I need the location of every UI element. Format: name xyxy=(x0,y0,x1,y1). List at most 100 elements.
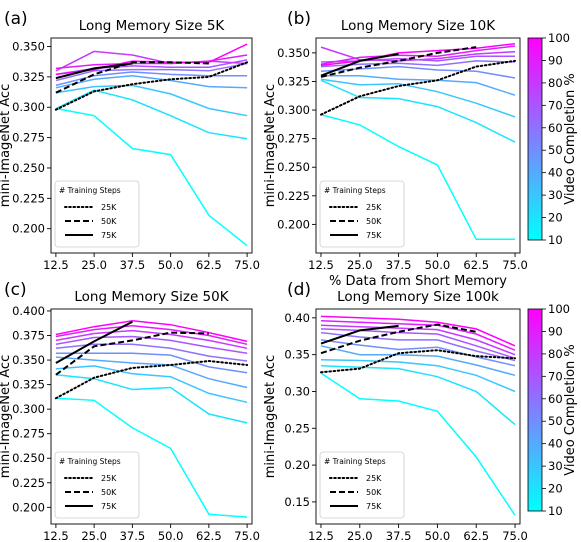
x-tick-label: 75.0 xyxy=(502,529,528,542)
legend-label: 50K xyxy=(101,217,117,226)
series-line-completion-90 xyxy=(320,45,516,66)
legend-title: # Training Steps xyxy=(324,457,386,466)
series-line-completion-50 xyxy=(55,71,248,87)
panel-label: (a) xyxy=(4,9,28,29)
series-line-completion-20 xyxy=(320,364,516,426)
series-line-steps-50K xyxy=(55,61,209,94)
legend-box xyxy=(319,180,405,248)
y-tick-label: 0.200 xyxy=(12,222,45,236)
series-line-steps-50K xyxy=(320,323,477,355)
y-tick-label: 0.200 xyxy=(277,217,310,231)
legend: # Training Steps 25K 50K 75K xyxy=(54,180,140,248)
x-tick-label: 12.5 xyxy=(43,258,69,272)
panel-label: (c) xyxy=(4,280,27,300)
y-tick-label: 0.250 xyxy=(277,160,310,174)
y-tick-label: 0.375 xyxy=(12,329,45,343)
panel-title: Long Memory Size 50K xyxy=(74,289,229,305)
colorbar-tick-label: 100 xyxy=(548,302,570,316)
y-tick-label: 0.350 xyxy=(12,353,45,367)
y-tick-label: 0.200 xyxy=(12,500,45,514)
series-line-completion-50 xyxy=(55,352,248,374)
y-tick-label: 0.350 xyxy=(12,40,45,54)
series-line-completion-20 xyxy=(55,374,248,424)
x-tick-label: 25.0 xyxy=(81,529,107,542)
colorbar-tick-label: 60 xyxy=(548,392,563,406)
y-tick-label: 0.15 xyxy=(284,495,310,509)
colorbar-gradient xyxy=(527,37,543,241)
series-line-steps-75K xyxy=(320,53,399,77)
colorbar-tick-label: 100 xyxy=(548,31,570,45)
colorbar-2: 10 20 30 40 50 60 70 80 90 100 Video Completion % xyxy=(527,302,578,518)
x-tick-label: 37.5 xyxy=(386,529,412,542)
series-line-completion-10 xyxy=(320,113,515,241)
x-tick-label: 12.5 xyxy=(308,258,334,272)
series-line-steps-25K xyxy=(54,61,249,111)
colorbar-tick-label: 90 xyxy=(548,53,563,67)
y-tick-label: 0.35 xyxy=(284,348,310,362)
series-line-completion-100 xyxy=(320,42,516,67)
y-axis-label: mini-ImageNet Acc xyxy=(263,355,278,478)
y-tick-label: 0.225 xyxy=(12,191,45,205)
panel-title: Long Memory Size 10K xyxy=(341,18,496,34)
series-line-completion-90 xyxy=(55,324,248,346)
legend-label: 50K xyxy=(366,488,382,497)
panel-label: (d) xyxy=(287,280,311,300)
series-line-completion-30 xyxy=(55,365,248,404)
x-tick-label: 50.0 xyxy=(158,258,184,272)
x-tick-label: 62.5 xyxy=(196,258,222,272)
series-line-completion-60 xyxy=(320,60,516,68)
series-lines xyxy=(54,320,249,518)
x-tick-label: 50.0 xyxy=(425,258,451,272)
series-line-completion-80 xyxy=(320,46,516,62)
x-tick-label: 75.0 xyxy=(502,258,528,272)
x-tick-label: 25.0 xyxy=(347,529,373,542)
series-line-completion-40 xyxy=(321,74,516,96)
y-tick-label: 0.225 xyxy=(277,189,310,203)
colorbar-tick-label: 30 xyxy=(548,459,563,473)
y-tick-label: 0.400 xyxy=(12,304,45,318)
series-line-completion-60 xyxy=(55,62,248,82)
x-tick-label: 50.0 xyxy=(158,529,184,542)
plot-frame xyxy=(315,37,521,254)
colorbar-tick-label: 50 xyxy=(548,143,563,157)
legend-box xyxy=(54,451,140,519)
colorbar-label: Video Completion % xyxy=(563,73,578,205)
series-line-steps-25K xyxy=(320,349,516,374)
series-line-steps-75K xyxy=(55,62,133,80)
legend-box xyxy=(319,451,405,519)
y-axis-label: mini-ImageNet Acc xyxy=(263,84,278,207)
plot-frame xyxy=(315,308,521,525)
y-tick-label: 0.275 xyxy=(12,131,45,145)
series-line-steps-75K xyxy=(320,324,399,345)
legend-label: 25K xyxy=(366,474,382,483)
y-tick-label: 0.350 xyxy=(277,46,310,60)
colorbar-tick-label: 30 xyxy=(548,188,563,202)
series-lines xyxy=(320,315,516,516)
y-tick-label: 0.300 xyxy=(277,103,310,117)
colorbar-tick-label: 10 xyxy=(548,504,563,518)
series-line-completion-20 xyxy=(320,79,516,143)
x-tick-label: 12.5 xyxy=(43,529,69,542)
series-line-completion-20 xyxy=(55,89,248,140)
y-tick-label: 0.20 xyxy=(284,458,310,472)
series-line-completion-10 xyxy=(320,372,516,516)
x-tick-label: 62.5 xyxy=(463,529,489,542)
legend-box xyxy=(54,180,140,248)
x-tick-label: 62.5 xyxy=(463,258,489,272)
series-line-steps-50K xyxy=(320,46,477,78)
series-line-steps-75K xyxy=(55,320,133,364)
series-line-steps-50K xyxy=(55,331,209,376)
legend-label: 25K xyxy=(366,203,382,212)
series-line-steps-25K xyxy=(320,59,516,116)
series-lines xyxy=(54,43,249,247)
y-tick-label: 0.300 xyxy=(12,100,45,114)
x-tick-label: 62.5 xyxy=(196,529,222,542)
colorbar-tick-label: 70 xyxy=(548,369,563,383)
colorbar-tick-label: 80 xyxy=(548,347,563,361)
x-axis-label: % Data from Short Memory xyxy=(329,274,507,289)
legend-label: 75K xyxy=(366,502,382,511)
panel-title: Long Memory Size 5K xyxy=(79,18,226,34)
panel-b: (b) Long Memory Size 10K 0.200 0.225 0.250 0.… xyxy=(263,9,528,289)
series-line-completion-70 xyxy=(320,328,516,360)
legend-title: # Training Steps xyxy=(59,186,121,195)
